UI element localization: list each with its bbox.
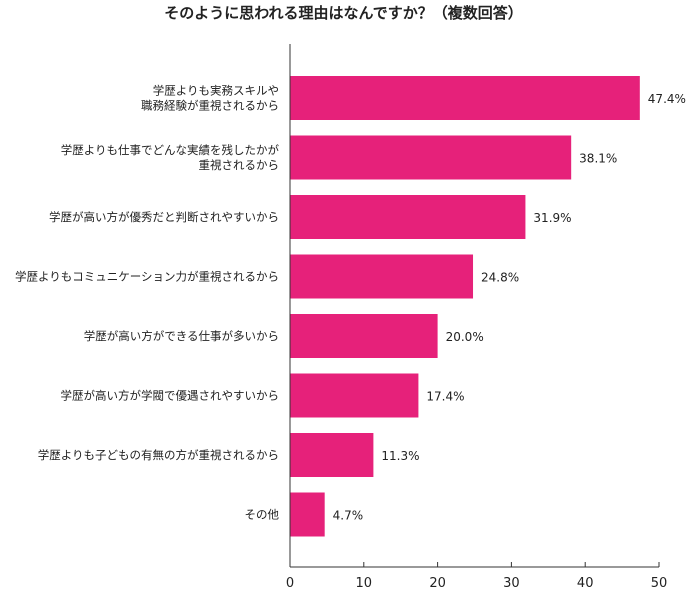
bar bbox=[290, 195, 526, 239]
category-label: その他 bbox=[245, 508, 280, 522]
category-label: 重視されるから bbox=[199, 158, 280, 172]
category-label: 学歴よりも子どもの有無の方が重視されるから bbox=[38, 448, 279, 462]
value-label: 20.0% bbox=[446, 330, 484, 344]
x-tick-label: 50 bbox=[651, 576, 668, 591]
category-label: 学歴が高い方が学閥で優遇されやすいから bbox=[61, 389, 280, 403]
bar bbox=[290, 314, 438, 358]
value-label: 24.8% bbox=[481, 271, 519, 285]
bar bbox=[290, 373, 419, 418]
bar bbox=[290, 76, 640, 120]
chart-title: そのように思われる理由はなんですか？（複数回答） bbox=[164, 4, 523, 22]
value-label: 4.7% bbox=[333, 509, 364, 523]
bar bbox=[290, 135, 572, 180]
x-tick-label: 0 bbox=[286, 576, 294, 591]
x-tick-label: 20 bbox=[429, 576, 446, 591]
category-label: 学歴よりも仕事でどんな実績を残したかが bbox=[61, 143, 280, 157]
value-label: 11.3% bbox=[381, 449, 419, 463]
category-label: 学歴よりもコミュニケーション力が重視されるから bbox=[15, 270, 279, 284]
category-label: 学歴が高い方ができる仕事が多いから bbox=[84, 329, 279, 343]
category-label: 職務経験が重視されるから bbox=[141, 99, 279, 113]
bar bbox=[290, 433, 374, 477]
category-label: 学歴が高い方が優秀だと判断されやすいから bbox=[49, 210, 279, 224]
bar bbox=[290, 254, 474, 299]
value-label: 38.1% bbox=[579, 152, 617, 166]
x-tick-label: 40 bbox=[577, 576, 594, 591]
category-label: 学歴よりも実務スキルや bbox=[153, 84, 279, 98]
value-label: 47.4% bbox=[648, 92, 686, 106]
value-label: 17.4% bbox=[426, 390, 464, 404]
x-tick-label: 30 bbox=[503, 576, 520, 591]
x-tick-label: 10 bbox=[356, 576, 373, 591]
bar bbox=[290, 492, 325, 537]
value-label: 31.9% bbox=[533, 211, 571, 225]
